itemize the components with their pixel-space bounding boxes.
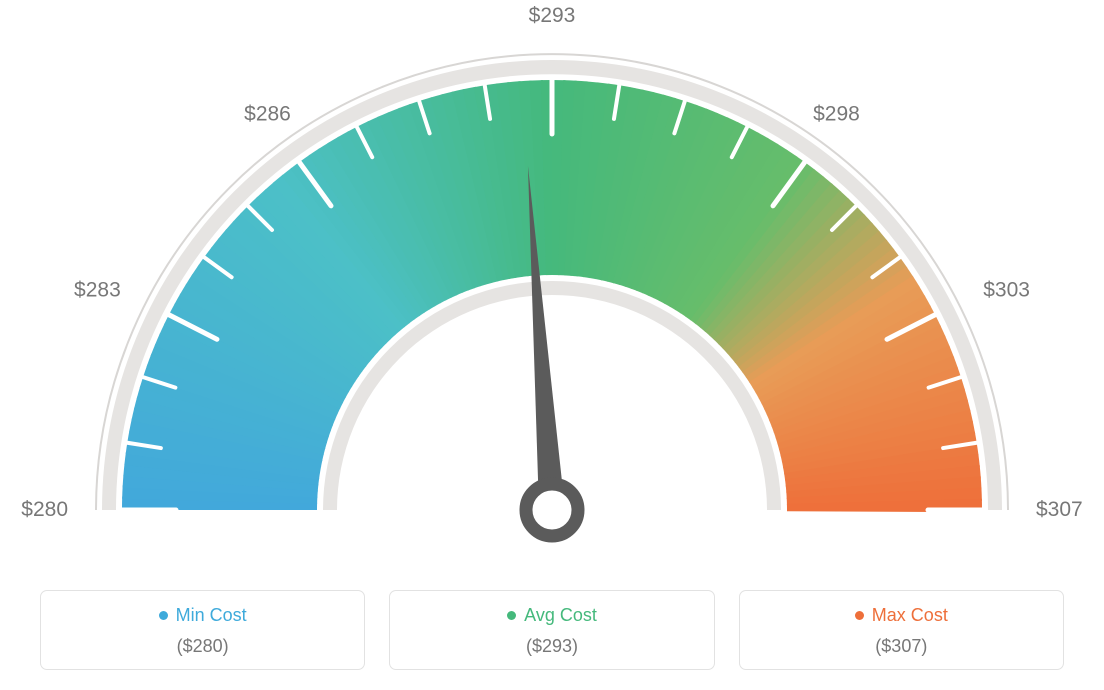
legend-card-min: Min Cost ($280): [40, 590, 365, 670]
legend-label-min: Min Cost: [176, 605, 247, 626]
legend-title-avg: Avg Cost: [507, 605, 597, 626]
legend-value-max: ($307): [750, 636, 1053, 657]
gauge-chart: $280 $283 $286 $293 $298 $303 $307: [0, 0, 1104, 560]
gauge-tick-label: $280: [21, 498, 68, 521]
gauge-tick-label: $286: [244, 102, 291, 125]
dot-avg-icon: [507, 611, 516, 620]
gauge-tick-label: $293: [529, 4, 576, 27]
gauge-tick-label: $283: [74, 278, 121, 301]
gauge-tick-label: $307: [1036, 498, 1083, 521]
legend-label-max: Max Cost: [872, 605, 948, 626]
legend-title-max: Max Cost: [855, 605, 948, 626]
gauge-tick-label: $303: [983, 278, 1030, 301]
legend-card-max: Max Cost ($307): [739, 590, 1064, 670]
legend-title-min: Min Cost: [159, 605, 247, 626]
legend-value-avg: ($293): [400, 636, 703, 657]
legend-card-avg: Avg Cost ($293): [389, 590, 714, 670]
dot-max-icon: [855, 611, 864, 620]
gauge-tick-label: $298: [813, 102, 860, 125]
legend-label-avg: Avg Cost: [524, 605, 597, 626]
gauge-svg: $280 $283 $286 $293 $298 $303 $307: [0, 0, 1104, 560]
legend-value-min: ($280): [51, 636, 354, 657]
dot-min-icon: [159, 611, 168, 620]
legend-row: Min Cost ($280) Avg Cost ($293) Max Cost…: [0, 590, 1104, 670]
